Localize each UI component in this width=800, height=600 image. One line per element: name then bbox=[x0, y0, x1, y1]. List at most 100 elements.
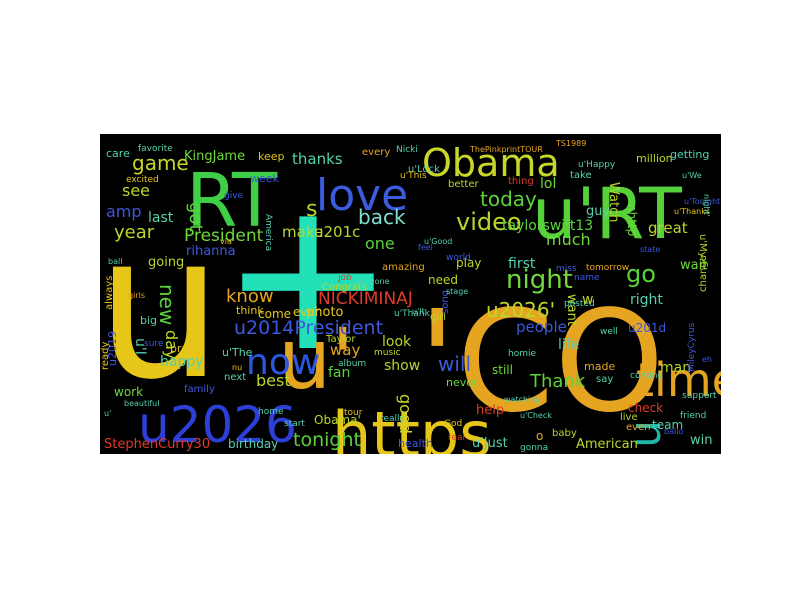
word-40: rihanna bbox=[186, 244, 236, 259]
word-165: s bbox=[306, 197, 317, 222]
word-97: u'Happy bbox=[578, 160, 616, 170]
word-119: posted bbox=[564, 299, 595, 309]
word-5: RT bbox=[186, 158, 278, 244]
word-113: sure bbox=[144, 339, 164, 349]
word-35: got bbox=[185, 202, 206, 232]
word-58: Watch bbox=[606, 182, 621, 222]
word-166: o bbox=[536, 429, 543, 443]
word-90: every bbox=[362, 147, 390, 158]
word-59: nhttp bbox=[625, 204, 639, 236]
word-33: thanks bbox=[292, 150, 343, 168]
word-47: show bbox=[384, 358, 420, 374]
word-44: fan bbox=[328, 365, 350, 381]
word-142: watching bbox=[504, 395, 540, 404]
word-48: look bbox=[382, 334, 412, 350]
word-75: come bbox=[258, 307, 291, 321]
word-136: support bbox=[682, 391, 717, 401]
word-34: KingJame bbox=[184, 149, 245, 164]
word-124: even bbox=[626, 422, 651, 433]
word-91: u'Lock bbox=[408, 164, 440, 175]
word-132: America bbox=[263, 214, 273, 251]
word-8: u' bbox=[278, 310, 354, 408]
word-15: night bbox=[506, 265, 573, 295]
word-133: give bbox=[224, 191, 244, 201]
word-cloud: u+'COhttpsu'RTRTloveu2026u'Obamatimenown… bbox=[100, 134, 721, 454]
word-122: take bbox=[570, 170, 592, 181]
word-147: Nicki bbox=[396, 145, 418, 155]
word-155: eh bbox=[702, 355, 712, 364]
word-77: think bbox=[236, 304, 264, 317]
word-81: made bbox=[584, 360, 615, 373]
word-127: home bbox=[258, 407, 284, 417]
word-20: President bbox=[184, 226, 264, 246]
word-11: now bbox=[246, 342, 320, 383]
word-101: change bbox=[698, 255, 709, 292]
word-148: u'Good bbox=[424, 237, 452, 246]
word-12: n bbox=[625, 420, 676, 448]
word-68: win bbox=[690, 433, 712, 448]
word-163: w bbox=[582, 292, 593, 308]
word-111: ready bbox=[100, 341, 111, 370]
word-98: million bbox=[636, 152, 673, 165]
word-51: first bbox=[508, 256, 536, 272]
word-126: u'Thank bbox=[394, 309, 431, 319]
word-38: new bbox=[155, 284, 179, 325]
word-134: job bbox=[337, 273, 352, 283]
word-53: life bbox=[558, 337, 579, 353]
word-130: favorite bbox=[138, 144, 173, 154]
word-128: real bbox=[448, 433, 465, 443]
word-62: StephenCurry30 bbox=[104, 437, 210, 452]
word-88: Congrats bbox=[322, 282, 367, 293]
word-0: u bbox=[100, 191, 223, 424]
word-55: great bbox=[648, 219, 688, 237]
word-112: big bbox=[140, 314, 157, 327]
word-102: MileyCyrus bbox=[687, 322, 697, 372]
word-139: miss bbox=[556, 264, 577, 274]
word-83: u'The bbox=[222, 346, 253, 359]
word-76: work bbox=[114, 385, 143, 399]
word-54: right bbox=[630, 292, 663, 308]
word-85: care bbox=[106, 147, 130, 160]
word-95: ThePinkprintTOUR bbox=[469, 145, 543, 154]
word-114: always bbox=[104, 276, 115, 310]
word-18: back bbox=[358, 205, 406, 229]
word-6: love bbox=[316, 170, 408, 221]
word-129: start bbox=[284, 419, 305, 429]
word-140: really bbox=[380, 414, 406, 424]
word-69: check bbox=[628, 401, 663, 415]
word-64: Obama' bbox=[314, 413, 361, 427]
word-157: ball bbox=[108, 257, 122, 266]
word-109: next bbox=[224, 372, 246, 383]
word-84: bro bbox=[170, 342, 188, 355]
word-144: beautiful bbox=[124, 399, 159, 408]
word-100: u'My bbox=[697, 234, 708, 258]
word-143: tour bbox=[344, 408, 363, 418]
word-135: tomorrow bbox=[586, 263, 629, 273]
word-23: tonight bbox=[293, 429, 361, 451]
word-153: ballo bbox=[664, 427, 683, 436]
word-94: u'This bbox=[400, 171, 427, 181]
word-21: game bbox=[132, 151, 189, 175]
word-66: u'Just bbox=[472, 436, 508, 451]
word-93: thing bbox=[508, 176, 534, 187]
word-10: time bbox=[636, 353, 721, 407]
word-125: album bbox=[338, 359, 366, 369]
word-115: Taylor bbox=[325, 334, 356, 345]
word-107: gonna bbox=[520, 443, 548, 453]
word-57: lol bbox=[540, 176, 556, 192]
word-72: u2019 bbox=[106, 331, 119, 366]
word-28: make bbox=[282, 223, 323, 241]
word-103: coming bbox=[630, 371, 663, 381]
word-116: music bbox=[374, 348, 401, 358]
word-123: say bbox=[596, 374, 613, 385]
word-74: ever bbox=[293, 305, 320, 319]
word-31: one bbox=[365, 234, 395, 253]
word-138: homie bbox=[508, 349, 536, 359]
word-3: https bbox=[332, 398, 492, 454]
word-104: live bbox=[620, 412, 638, 423]
word-39: day bbox=[162, 330, 181, 359]
word-36: amp bbox=[106, 202, 142, 221]
word-71: u201d bbox=[628, 321, 666, 335]
word-60: man bbox=[660, 360, 691, 376]
word-61: wait bbox=[680, 258, 707, 273]
